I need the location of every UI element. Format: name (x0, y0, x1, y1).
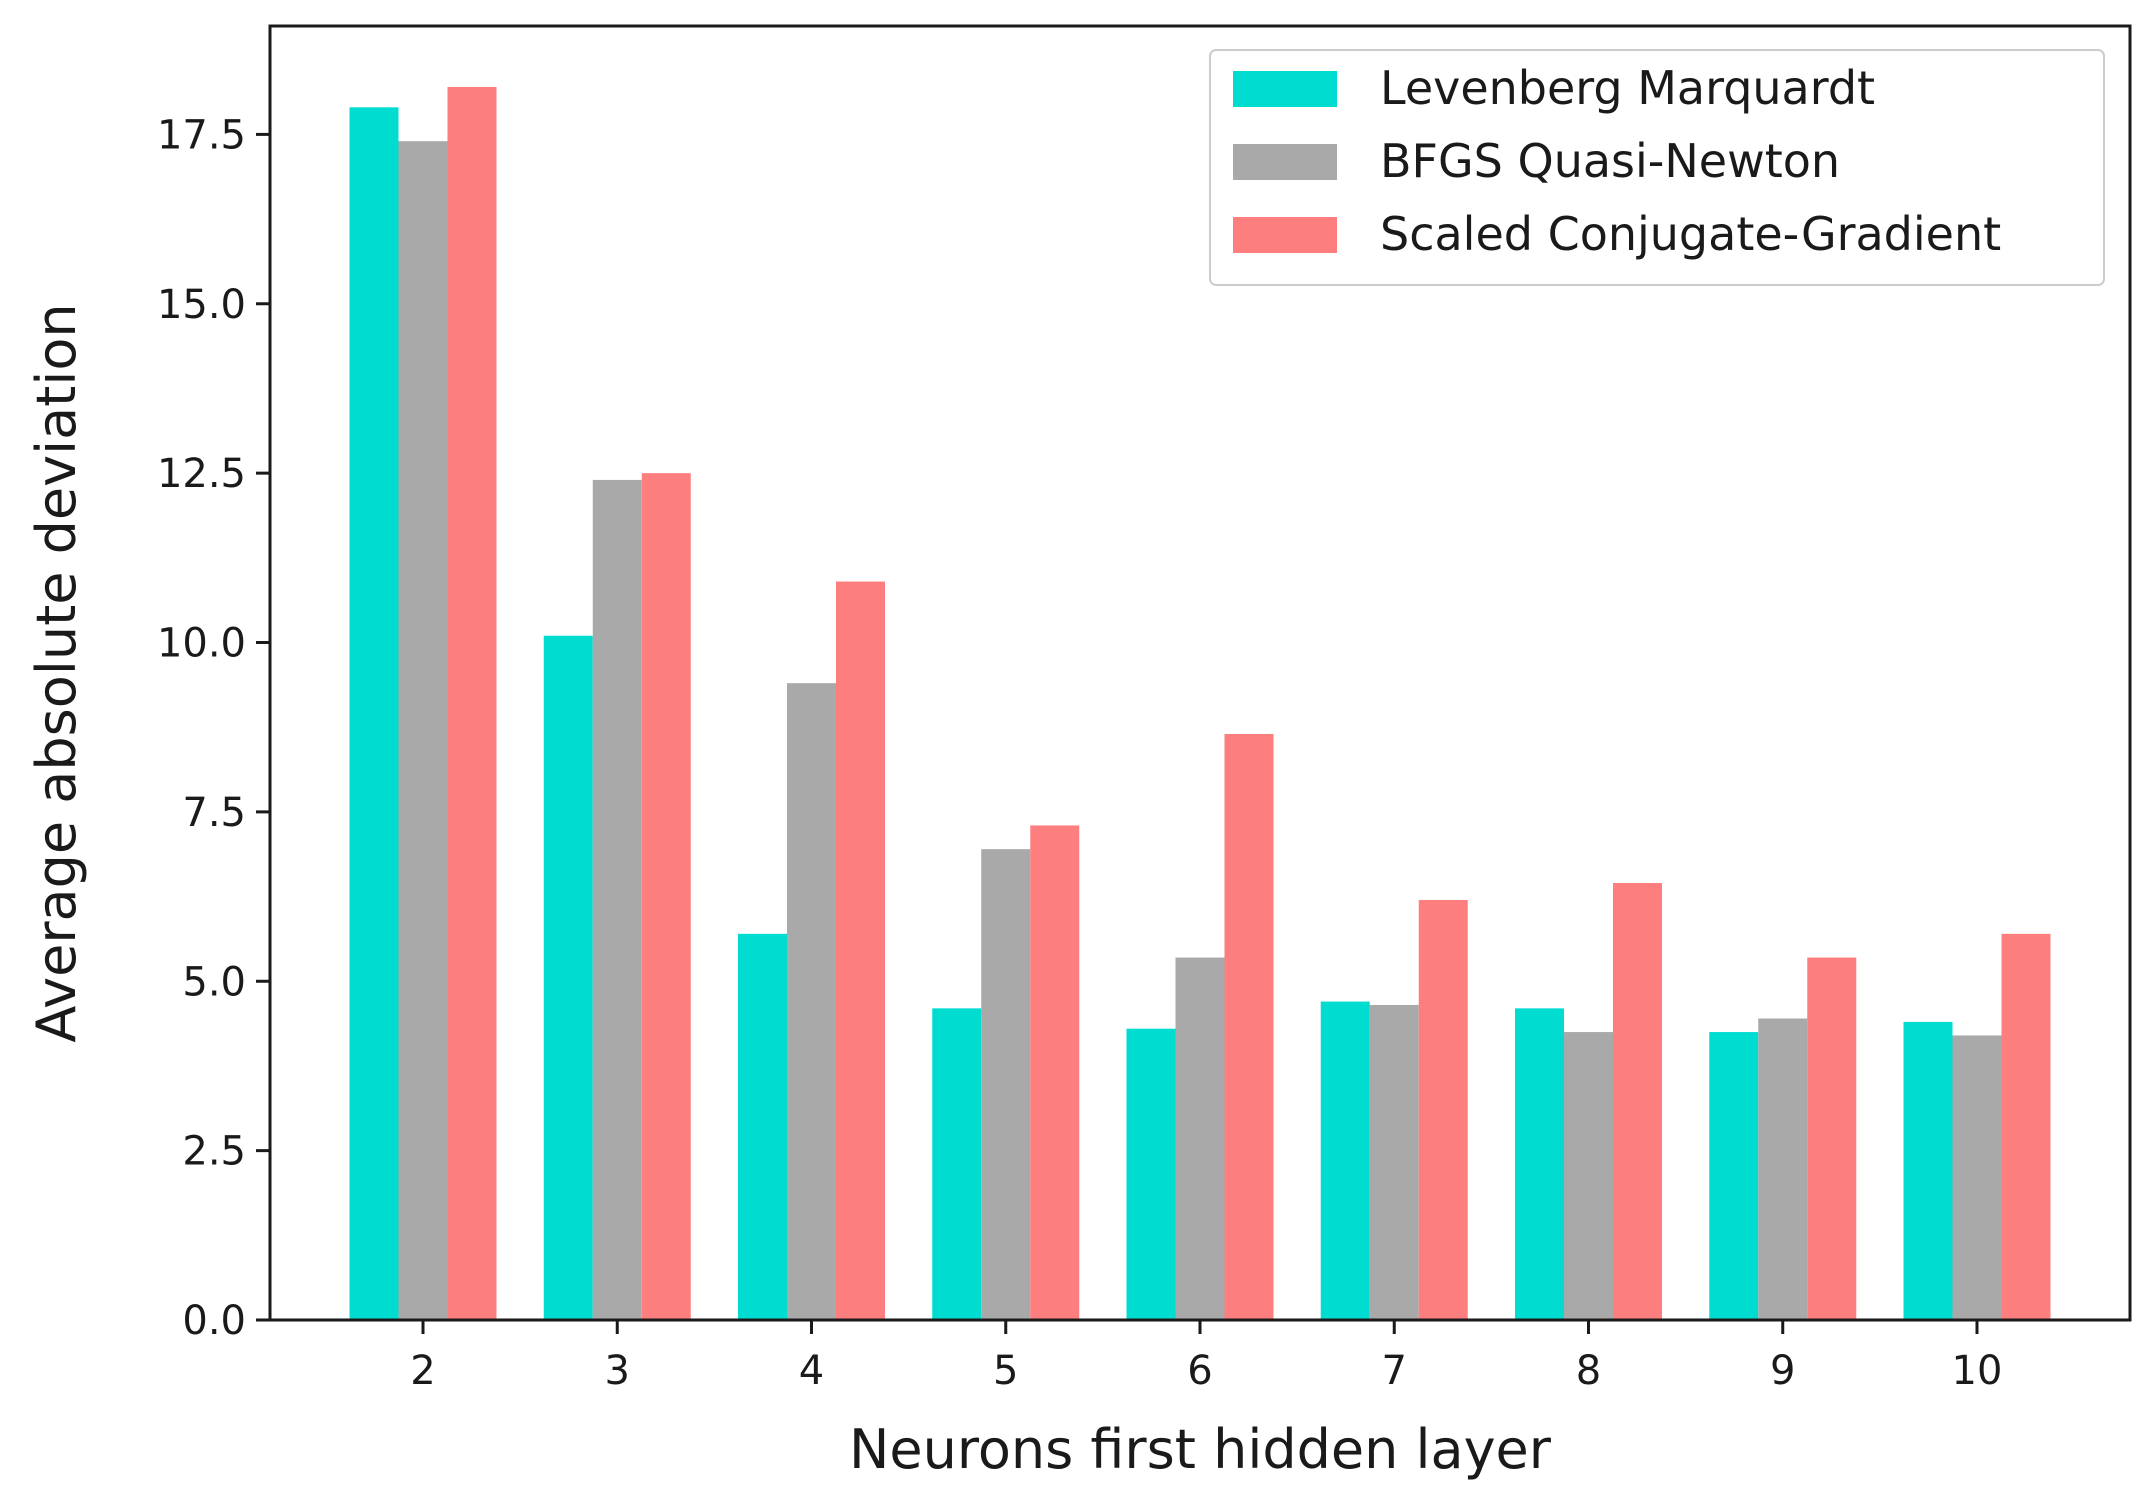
x-tick-label: 5 (993, 1348, 1018, 1394)
bar-bfgs-quasi-newton-10 (1952, 1035, 2002, 1320)
legend-label: BFGS Quasi-Newton (1380, 134, 1840, 188)
bar-bfgs-quasi-newton-3 (592, 479, 642, 1320)
legend-swatch (1233, 144, 1337, 180)
x-tick-label: 2 (410, 1348, 435, 1394)
bar-levenberg-marquardt-6 (1126, 1028, 1176, 1320)
bar-scaled-conjugate-gradient-2 (447, 86, 497, 1320)
legend-box (1209, 49, 2105, 286)
y-tick-label: 17.5 (157, 112, 246, 158)
legend-swatch (1233, 71, 1337, 107)
bar-levenberg-marquardt-2 (349, 107, 399, 1320)
x-tick-label: 8 (1576, 1348, 1601, 1394)
bar-bfgs-quasi-newton-7 (1369, 1004, 1419, 1320)
bar-scaled-conjugate-gradient-6 (1224, 733, 1274, 1320)
bar-levenberg-marquardt-8 (1515, 1008, 1564, 1320)
bar-scaled-conjugate-gradient-10 (2001, 933, 2051, 1320)
legend-swatch (1233, 217, 1337, 253)
bar-levenberg-marquardt-9 (1709, 1032, 1759, 1320)
y-tick-label: 5.0 (182, 959, 246, 1005)
bar-levenberg-marquardt-3 (543, 635, 593, 1320)
x-tick-label: 4 (799, 1348, 824, 1394)
bar-bfgs-quasi-newton-9 (1758, 1018, 1808, 1320)
x-tick-label: 7 (1382, 1348, 1407, 1394)
y-tick-label: 15.0 (157, 282, 246, 328)
bar-scaled-conjugate-gradient-9 (1807, 957, 1857, 1320)
bar-bfgs-quasi-newton-5 (981, 849, 1031, 1320)
y-axis: 0.0 2.5 5.0 7.5 10.0 12.5 15.0 17.5 (157, 112, 270, 1344)
bar-levenberg-marquardt-4 (738, 933, 787, 1320)
legend-label: Scaled Conjugate-Gradient (1380, 207, 2001, 261)
bar-scaled-conjugate-gradient-5 (1030, 825, 1080, 1320)
bar-scaled-conjugate-gradient-7 (1418, 899, 1468, 1320)
bar-levenberg-marquardt-10 (1903, 1021, 1953, 1320)
bar-bfgs-quasi-newton-4 (787, 683, 836, 1320)
bar-scaled-conjugate-gradient-4 (836, 581, 885, 1320)
bar-bfgs-quasi-newton-6 (1175, 957, 1225, 1320)
x-axis: 2 3 4 5 6 7 8 9 10 (410, 1320, 2002, 1394)
x-tick-label: 10 (1952, 1348, 2003, 1394)
bar-scaled-conjugate-gradient-8 (1613, 883, 1662, 1320)
bars-layer (349, 86, 2051, 1321)
bar-bfgs-quasi-newton-2 (398, 141, 448, 1321)
x-tick-label: 3 (605, 1348, 630, 1394)
y-tick-label: 2.5 (182, 1129, 246, 1175)
legend-label: Levenberg Marquardt (1380, 61, 1875, 115)
y-tick-label: 12.5 (157, 451, 246, 497)
bar-bfgs-quasi-newton-8 (1564, 1032, 1613, 1320)
legend: Levenberg Marquardt BFGS Quasi-Newton Scal… (1209, 49, 2105, 286)
y-axis-title: Average absolute deviation (25, 303, 88, 1042)
bar-scaled-conjugate-gradient-3 (641, 473, 691, 1320)
y-tick-label: 7.5 (182, 790, 246, 836)
y-tick-label: 0.0 (182, 1298, 246, 1344)
x-tick-label: 6 (1187, 1348, 1212, 1394)
bar-levenberg-marquardt-5 (932, 1008, 982, 1320)
x-axis-title: Neurons first hidden layer (849, 1418, 1552, 1481)
bar-levenberg-marquardt-7 (1320, 1001, 1370, 1320)
x-tick-label: 9 (1770, 1348, 1795, 1394)
y-tick-label: 10.0 (157, 621, 246, 667)
